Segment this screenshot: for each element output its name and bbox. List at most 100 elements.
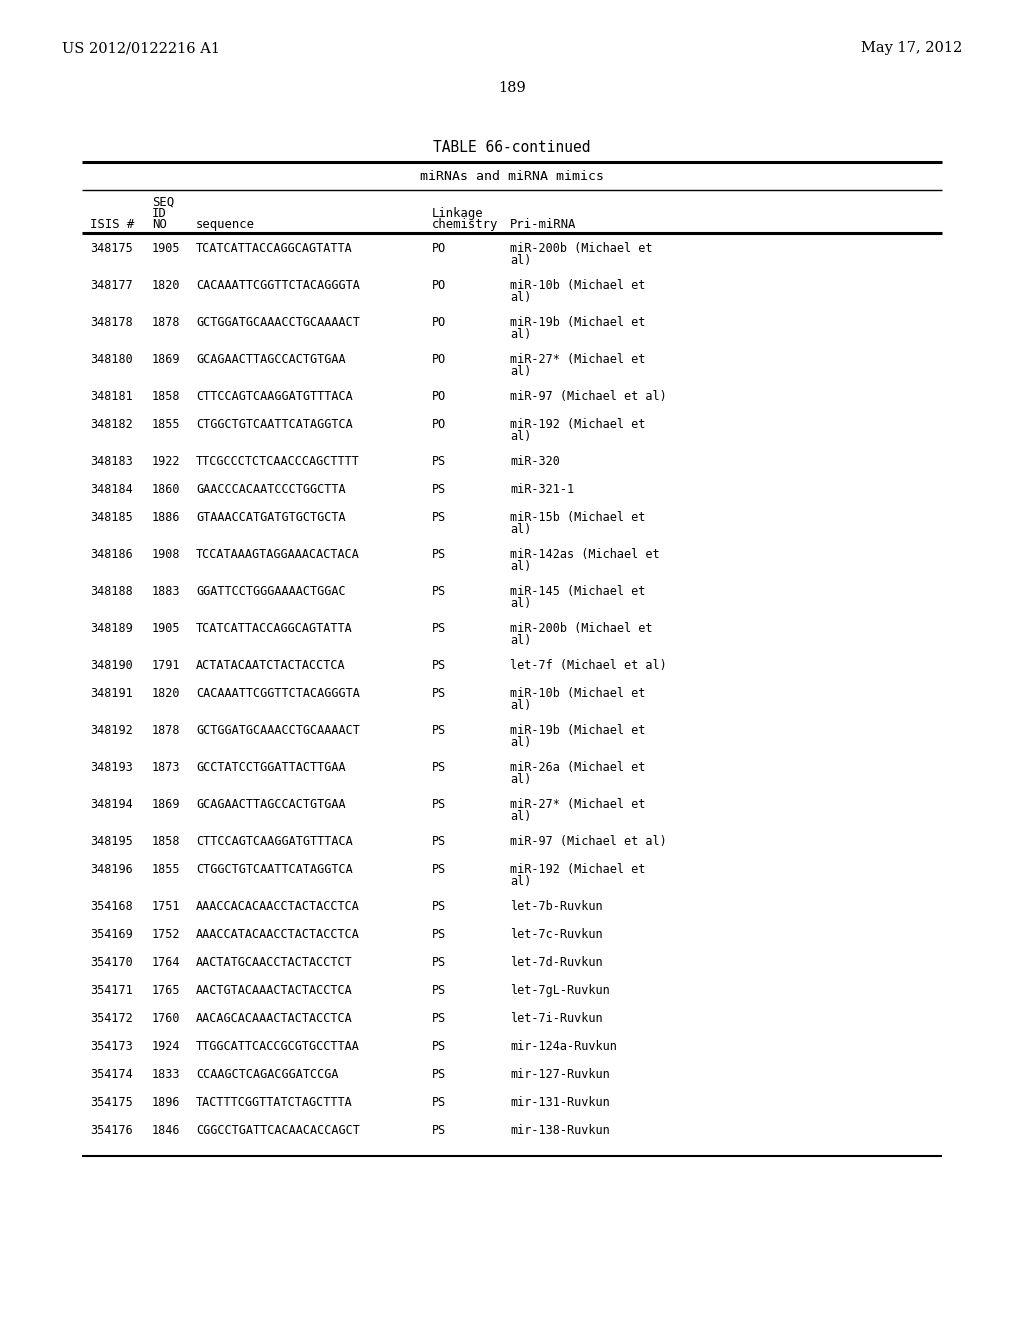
Text: PO: PO <box>432 389 446 403</box>
Text: 354174: 354174 <box>90 1068 133 1081</box>
Text: 1765: 1765 <box>152 983 180 997</box>
Text: ACTATACAATCTACTACCTCA: ACTATACAATCTACTACCTCA <box>196 659 346 672</box>
Text: let-7i-Ruvkun: let-7i-Ruvkun <box>510 1012 603 1026</box>
Text: PS: PS <box>432 686 446 700</box>
Text: 1905: 1905 <box>152 242 180 255</box>
Text: 1896: 1896 <box>152 1096 180 1109</box>
Text: miR-200b (Michael et: miR-200b (Michael et <box>510 622 652 635</box>
Text: PS: PS <box>432 1040 446 1053</box>
Text: miR-97 (Michael et al): miR-97 (Michael et al) <box>510 389 667 403</box>
Text: PS: PS <box>432 622 446 635</box>
Text: 1860: 1860 <box>152 483 180 496</box>
Text: PS: PS <box>432 762 446 774</box>
Text: mir-127-Ruvkun: mir-127-Ruvkun <box>510 1068 609 1081</box>
Text: TCATCATTACCAGGCAGTATTA: TCATCATTACCAGGCAGTATTA <box>196 242 352 255</box>
Text: Pri-miRNA: Pri-miRNA <box>510 218 577 231</box>
Text: 348178: 348178 <box>90 315 133 329</box>
Text: 354168: 354168 <box>90 900 133 913</box>
Text: PS: PS <box>432 548 446 561</box>
Text: TTCGCCCTCTCAACCCAGCTTTT: TTCGCCCTCTCAACCCAGCTTTT <box>196 455 359 469</box>
Text: 348189: 348189 <box>90 622 133 635</box>
Text: 1883: 1883 <box>152 585 180 598</box>
Text: miR-10b (Michael et: miR-10b (Michael et <box>510 279 645 292</box>
Text: 1820: 1820 <box>152 279 180 292</box>
Text: 348180: 348180 <box>90 352 133 366</box>
Text: GCAGAACTTAGCCACTGTGAA: GCAGAACTTAGCCACTGTGAA <box>196 799 346 810</box>
Text: 1855: 1855 <box>152 418 180 432</box>
Text: miR-320: miR-320 <box>510 455 560 469</box>
Text: 348183: 348183 <box>90 455 133 469</box>
Text: let-7d-Ruvkun: let-7d-Ruvkun <box>510 956 603 969</box>
Text: miR-192 (Michael et: miR-192 (Michael et <box>510 863 645 876</box>
Text: GCTGGATGCAAACCTGCAAAACT: GCTGGATGCAAACCTGCAAAACT <box>196 723 359 737</box>
Text: 1922: 1922 <box>152 455 180 469</box>
Text: miR-200b (Michael et: miR-200b (Michael et <box>510 242 652 255</box>
Text: 1752: 1752 <box>152 928 180 941</box>
Text: 1905: 1905 <box>152 622 180 635</box>
Text: PS: PS <box>432 723 446 737</box>
Text: al): al) <box>510 327 531 341</box>
Text: mir-131-Ruvkun: mir-131-Ruvkun <box>510 1096 609 1109</box>
Text: 1833: 1833 <box>152 1068 180 1081</box>
Text: miR-19b (Michael et: miR-19b (Michael et <box>510 315 645 329</box>
Text: al): al) <box>510 810 531 822</box>
Text: TACTTTCGGTTATCTAGCTTTA: TACTTTCGGTTATCTAGCTTTA <box>196 1096 352 1109</box>
Text: 348175: 348175 <box>90 242 133 255</box>
Text: GGATTCCTGGGAAAACTGGAC: GGATTCCTGGGAAAACTGGAC <box>196 585 346 598</box>
Text: 1878: 1878 <box>152 723 180 737</box>
Text: GAACCCACAATCCCTGGCTTA: GAACCCACAATCCCTGGCTTA <box>196 483 346 496</box>
Text: Linkage: Linkage <box>432 207 483 220</box>
Text: let-7gL-Ruvkun: let-7gL-Ruvkun <box>510 983 609 997</box>
Text: sequence: sequence <box>196 218 255 231</box>
Text: 1846: 1846 <box>152 1125 180 1137</box>
Text: CACAAATTCGGTTCTACAGGGTA: CACAAATTCGGTTCTACAGGGTA <box>196 686 359 700</box>
Text: mir-138-Ruvkun: mir-138-Ruvkun <box>510 1125 609 1137</box>
Text: 354175: 354175 <box>90 1096 133 1109</box>
Text: 1869: 1869 <box>152 799 180 810</box>
Text: GCAGAACTTAGCCACTGTGAA: GCAGAACTTAGCCACTGTGAA <box>196 352 346 366</box>
Text: mir-124a-Ruvkun: mir-124a-Ruvkun <box>510 1040 616 1053</box>
Text: PS: PS <box>432 1012 446 1026</box>
Text: 1908: 1908 <box>152 548 180 561</box>
Text: let-7f (Michael et al): let-7f (Michael et al) <box>510 659 667 672</box>
Text: TCCATAAAGTAGGAAACACTACA: TCCATAAAGTAGGAAACACTACA <box>196 548 359 561</box>
Text: PS: PS <box>432 900 446 913</box>
Text: PS: PS <box>432 863 446 876</box>
Text: CTTCCAGTCAAGGATGTTTACA: CTTCCAGTCAAGGATGTTTACA <box>196 389 352 403</box>
Text: miRNAs and miRNA mimics: miRNAs and miRNA mimics <box>420 170 604 183</box>
Text: let-7c-Ruvkun: let-7c-Ruvkun <box>510 928 603 941</box>
Text: PS: PS <box>432 836 446 847</box>
Text: TABLE 66-continued: TABLE 66-continued <box>433 140 591 156</box>
Text: al): al) <box>510 290 531 304</box>
Text: PS: PS <box>432 1096 446 1109</box>
Text: al): al) <box>510 700 531 711</box>
Text: miR-145 (Michael et: miR-145 (Michael et <box>510 585 645 598</box>
Text: TTGGCATTCACCGCGTGCCTTAA: TTGGCATTCACCGCGTGCCTTAA <box>196 1040 359 1053</box>
Text: 189: 189 <box>498 81 526 95</box>
Text: 354176: 354176 <box>90 1125 133 1137</box>
Text: 354172: 354172 <box>90 1012 133 1026</box>
Text: 1878: 1878 <box>152 315 180 329</box>
Text: al): al) <box>510 875 531 888</box>
Text: PO: PO <box>432 315 446 329</box>
Text: CTGGCTGTCAATTCATAGGTCA: CTGGCTGTCAATTCATAGGTCA <box>196 418 352 432</box>
Text: AACTATGCAACCTACTACCTCT: AACTATGCAACCTACTACCTCT <box>196 956 352 969</box>
Text: al): al) <box>510 430 531 444</box>
Text: PO: PO <box>432 279 446 292</box>
Text: PO: PO <box>432 352 446 366</box>
Text: AACTGTACAAACTACTACCTCA: AACTGTACAAACTACTACCTCA <box>196 983 352 997</box>
Text: ISIS #: ISIS # <box>90 218 134 231</box>
Text: 348190: 348190 <box>90 659 133 672</box>
Text: 1791: 1791 <box>152 659 180 672</box>
Text: al): al) <box>510 774 531 785</box>
Text: CACAAATTCGGTTCTACAGGGTA: CACAAATTCGGTTCTACAGGGTA <box>196 279 359 292</box>
Text: SEQ: SEQ <box>152 195 174 209</box>
Text: miR-97 (Michael et al): miR-97 (Michael et al) <box>510 836 667 847</box>
Text: PS: PS <box>432 511 446 524</box>
Text: PS: PS <box>432 585 446 598</box>
Text: 1873: 1873 <box>152 762 180 774</box>
Text: 348194: 348194 <box>90 799 133 810</box>
Text: miR-192 (Michael et: miR-192 (Michael et <box>510 418 645 432</box>
Text: 348185: 348185 <box>90 511 133 524</box>
Text: 1858: 1858 <box>152 836 180 847</box>
